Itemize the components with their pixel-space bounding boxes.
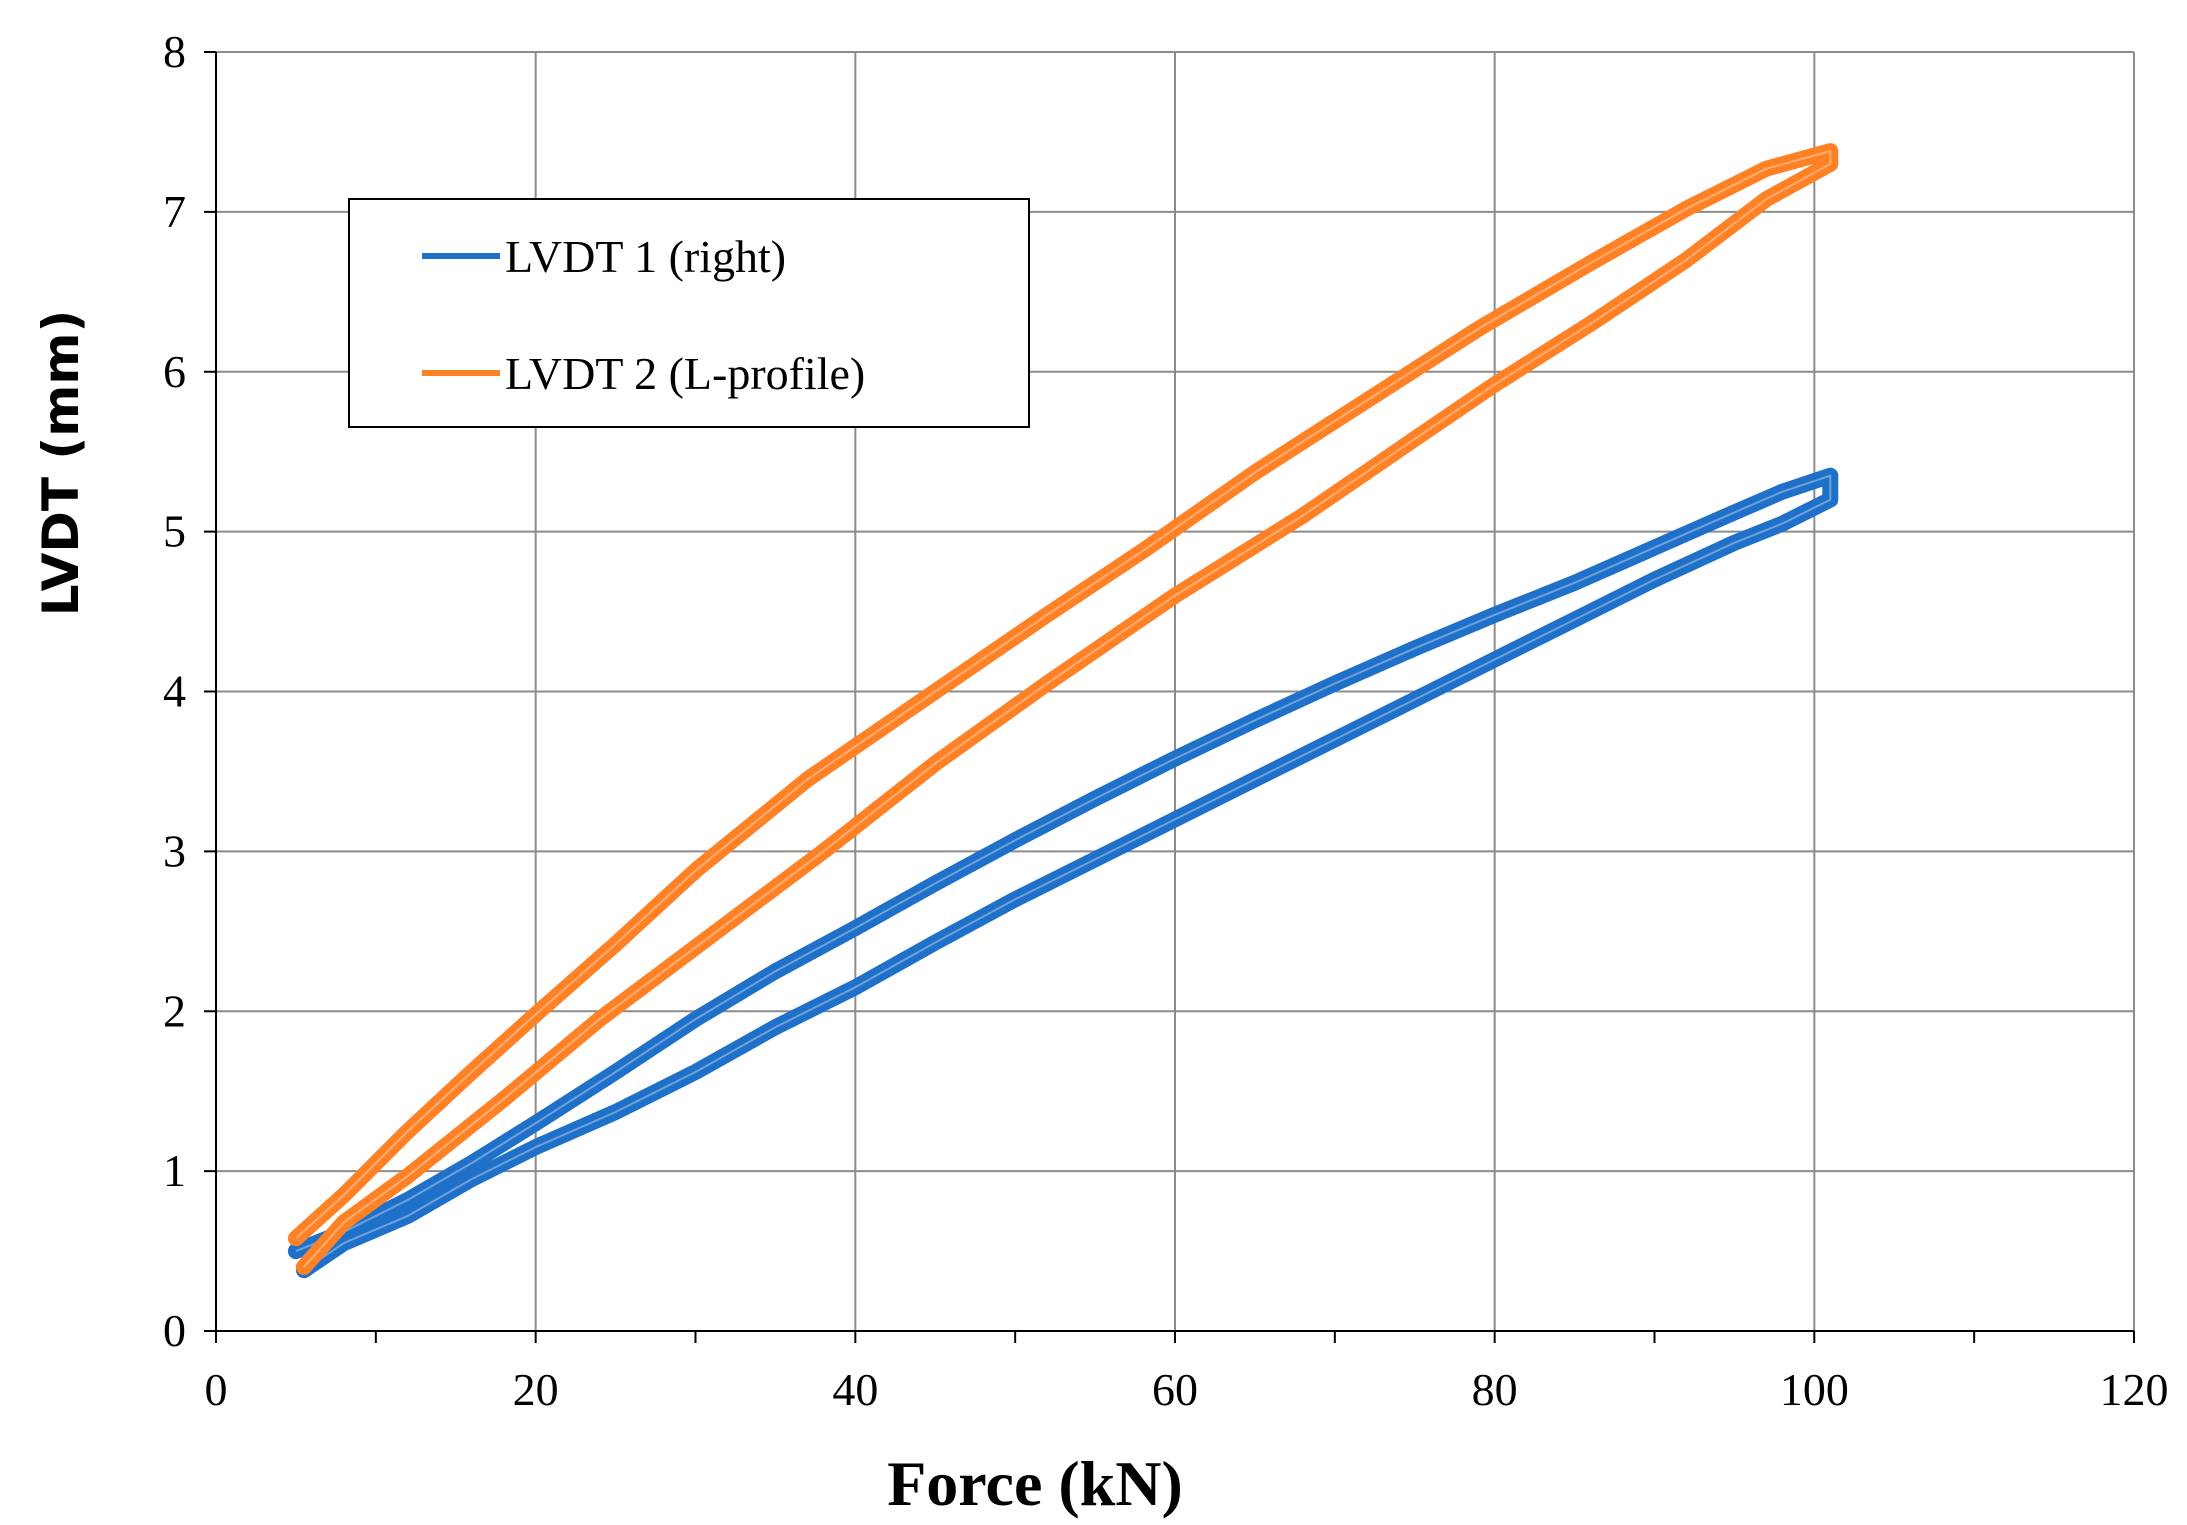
- legend: LVDT 1 (right) LVDT 2 (L-profile): [348, 198, 1030, 428]
- legend-label-lvdt1: LVDT 1 (right): [505, 231, 786, 282]
- x-tick-label: 40: [832, 1364, 878, 1415]
- x-tick-label: 60: [1152, 1364, 1198, 1415]
- y-tick-label: 7: [163, 186, 186, 237]
- y-tick-label: 5: [163, 506, 186, 557]
- tick-labels: 0 20 40 60 80 100 120 0 1 2 3 4 5 6 7 8: [163, 26, 2169, 1415]
- y-tick-label: 2: [163, 985, 186, 1036]
- x-tick-label: 80: [1472, 1364, 1518, 1415]
- x-axis-title: Force (kN): [887, 1448, 1183, 1519]
- x-tick-label: 100: [1780, 1364, 1849, 1415]
- series-line-2: [287, 143, 1839, 1275]
- x-tick-label: 0: [205, 1364, 228, 1415]
- y-tick-label: 1: [163, 1145, 186, 1196]
- series-layer: [287, 143, 1839, 1279]
- y-tick-label: 8: [163, 26, 186, 77]
- series-cycle-trace-1: [295, 474, 1832, 1272]
- x-tick-label: 20: [513, 1364, 559, 1415]
- legend-box: [348, 198, 1030, 428]
- y-tick-label: 4: [163, 666, 186, 717]
- y-tick-label: 3: [163, 825, 186, 876]
- series-cycle-trace-2: [295, 150, 1832, 1268]
- y-tick-label: 0: [163, 1305, 186, 1356]
- series-line-1: [287, 467, 1839, 1279]
- legend-label-lvdt2: LVDT 2 (L-profile): [505, 348, 865, 399]
- y-axis-title: LVDT (mm): [32, 310, 90, 617]
- x-tick-label: 120: [2100, 1364, 2169, 1415]
- axes: [204, 51, 2135, 1343]
- y-tick-label: 6: [163, 346, 186, 397]
